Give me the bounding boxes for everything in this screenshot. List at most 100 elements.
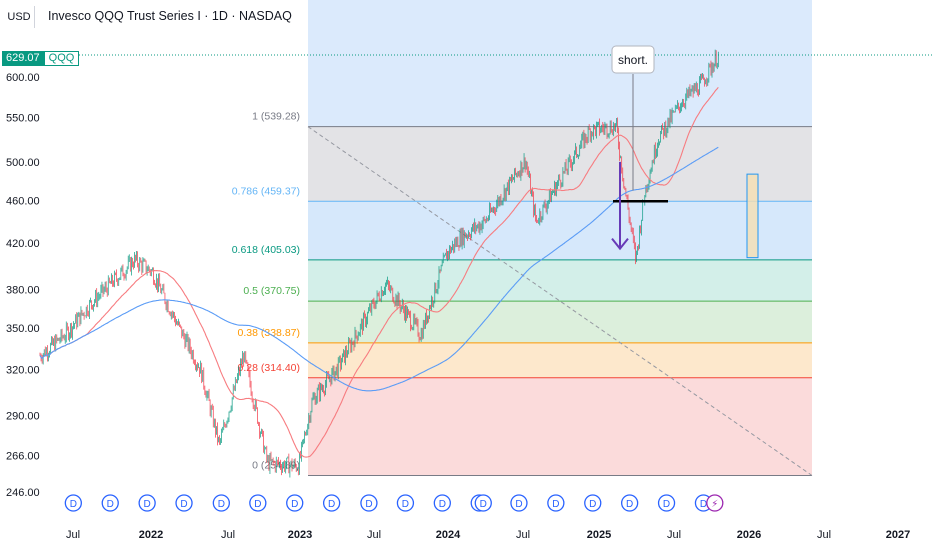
- dividend-icon[interactable]: D: [510, 494, 528, 512]
- dividend-icon-circle: [64, 494, 82, 512]
- dividend-icon[interactable]: D: [547, 494, 565, 512]
- x-tick-label: 2022: [139, 529, 163, 541]
- fib-zone-1: [308, 126, 812, 202]
- fib-label-0.28: 0.28 (314.40): [238, 362, 300, 374]
- short-arrow-head: [611, 237, 629, 251]
- dividend-icon-circle: [101, 494, 119, 512]
- x-tick-label: Jul: [667, 529, 681, 541]
- dividend-icon-label: D: [107, 499, 114, 510]
- fib-zone-0.786: [308, 201, 812, 260]
- dividend-icon-circle: [212, 494, 230, 512]
- dividend-icon-circle: [474, 494, 492, 512]
- dividend-icon-circle: [396, 494, 415, 512]
- y-tick-label: 550.00: [6, 113, 40, 125]
- dividend-icon-label: D: [480, 499, 487, 510]
- dividend-icon-label: D: [180, 499, 187, 510]
- symbol-title[interactable]: Invesco QQQ Trust Series I · 1D · NASDAQ: [48, 9, 292, 23]
- dividend-icon-circle: [360, 494, 378, 512]
- dividend-icon-label: D: [70, 499, 77, 510]
- dividend-icon[interactable]: D: [474, 494, 492, 512]
- x-tick-label: 2025: [587, 529, 611, 541]
- moving-average-fast: [39, 86, 719, 458]
- dividend-icon[interactable]: D: [286, 494, 304, 512]
- y-tick-label: 420.00: [6, 238, 40, 250]
- last-price-badge: 629.07 QQQ: [2, 51, 80, 66]
- dividend-icon-circle: [286, 494, 304, 512]
- fib-zone-0.5: [308, 301, 812, 343]
- target-box[interactable]: [746, 173, 759, 259]
- dividend-icon-label: D: [144, 499, 151, 510]
- dividend-icon-circle: [249, 494, 267, 512]
- dividend-icon-label: D: [254, 499, 261, 510]
- dividend-icon[interactable]: D: [584, 494, 602, 512]
- x-tick-label: 2023: [288, 529, 312, 541]
- dividend-icon[interactable]: D: [396, 494, 415, 512]
- dividend-icon-label: D: [552, 499, 559, 510]
- dividend-icon-circle: [657, 494, 676, 512]
- dividend-icon[interactable]: D: [433, 494, 451, 512]
- y-tick-label: 246.00: [6, 487, 40, 499]
- x-tick-label: Jul: [817, 529, 831, 541]
- dividend-icon-label: D: [402, 499, 409, 510]
- fib-label-0.786: 0.786 (459.37): [232, 185, 300, 197]
- x-tick-label: Jul: [66, 529, 80, 541]
- projection-zone: [308, 0, 812, 127]
- dividend-icon[interactable]: D: [657, 494, 676, 512]
- y-tick-label: 500.00: [6, 157, 40, 169]
- currency-selector[interactable]: USD: [4, 6, 35, 28]
- symbol-badge: QQQ: [43, 51, 80, 66]
- y-tick-label: 380.00: [6, 285, 40, 297]
- lightning-icon: ⚡: [711, 499, 718, 510]
- callout-text: short.: [618, 53, 648, 67]
- moving-average-slow: [39, 146, 719, 392]
- x-tick-label: Jul: [516, 529, 530, 541]
- candles: [39, 49, 719, 478]
- dividend-icon[interactable]: D: [101, 494, 119, 512]
- dividend-icon-label: D: [589, 499, 596, 510]
- dividend-icon-label: D: [515, 499, 522, 510]
- y-tick-label: 320.00: [6, 365, 40, 377]
- x-tick-label: 2024: [436, 529, 461, 541]
- dividend-icon-circle: [433, 494, 451, 512]
- dividend-icon-label: D: [328, 499, 335, 510]
- y-tick-label: 460.00: [6, 196, 40, 208]
- dividend-icon-label: D: [218, 499, 225, 510]
- dividend-icon[interactable]: D: [175, 494, 193, 512]
- dividend-icon[interactable]: D: [360, 494, 378, 512]
- y-tick-label: 290.00: [6, 410, 40, 422]
- y-tick-label: 350.00: [6, 323, 40, 335]
- x-tick-label: Jul: [221, 529, 235, 541]
- upcoming-event-icon[interactable]: ⚡: [706, 494, 724, 512]
- y-tick-label: 600.00: [6, 72, 40, 84]
- x-tick-label: 2027: [886, 529, 910, 541]
- dividend-icon[interactable]: D: [621, 494, 639, 512]
- last-price-value: 629.07: [2, 51, 44, 66]
- callout-box[interactable]: [611, 45, 655, 74]
- dividend-icon-label: D: [365, 499, 372, 510]
- dividend-icon-circle: [547, 494, 565, 512]
- fib-zone-0.618: [308, 259, 812, 302]
- y-tick-label: 266.00: [6, 451, 40, 463]
- dividend-icon-label: D: [439, 499, 446, 510]
- fib-label-0.5: 0.5 (370.75): [243, 285, 300, 297]
- dividend-icon-label: D: [626, 499, 633, 510]
- dividend-icon-circle: [510, 494, 528, 512]
- fib-label-0.618: 0.618 (405.03): [232, 244, 300, 256]
- fib-zone-0.28: [308, 377, 812, 476]
- chart-header: USD Invesco QQQ Trust Series I · 1D · NA…: [0, 0, 700, 34]
- fib-zone-0.38: [308, 342, 812, 378]
- dividend-icon[interactable]: D: [64, 494, 82, 512]
- dividend-icon[interactable]: D: [212, 494, 230, 512]
- dividend-icon-label: D: [700, 499, 707, 510]
- dividend-icon-label: D: [663, 499, 670, 510]
- dividend-icon[interactable]: D: [322, 494, 341, 512]
- dividend-icon-circle: [322, 494, 341, 512]
- x-tick-label: Jul: [367, 529, 381, 541]
- dividend-icon-circle: [584, 494, 602, 512]
- dividend-icon[interactable]: D: [138, 494, 156, 512]
- fib-label-1: 1 (539.28): [252, 111, 300, 123]
- upcoming-event-circle: [706, 494, 724, 512]
- dividend-icon[interactable]: D: [249, 494, 267, 512]
- dividend-icon-circle: [175, 494, 193, 512]
